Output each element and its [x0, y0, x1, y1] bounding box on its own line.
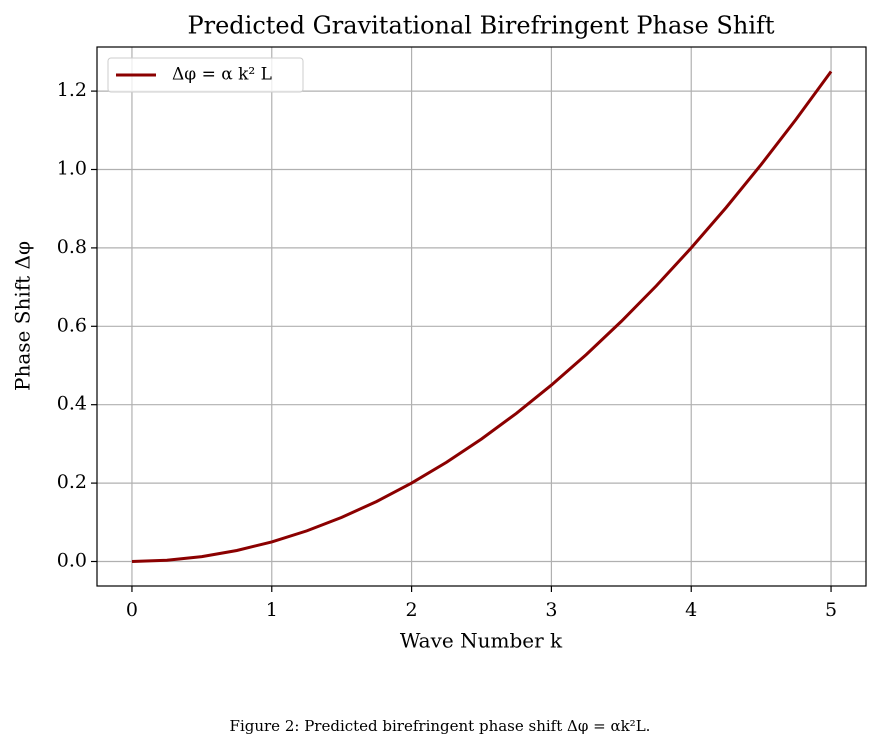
x-tick-label: 0: [126, 599, 138, 621]
y-axis-label: Phase Shift Δφ: [11, 241, 35, 391]
y-tick-label: 0.0: [57, 550, 87, 572]
chart-title: Predicted Gravitational Birefringent Pha…: [187, 12, 774, 40]
x-tick-label: 2: [406, 599, 418, 621]
legend-label: Δφ = α k² L: [172, 65, 272, 85]
legend-box: [107, 57, 304, 93]
plot-frame: [96, 46, 867, 587]
y-tick-label: 0.4: [57, 393, 87, 415]
y-tick-label: 1.0: [57, 158, 87, 180]
y-tick-label: 0.8: [57, 236, 87, 258]
x-tick-label: 4: [685, 599, 697, 621]
x-tick-label: 5: [825, 599, 837, 621]
x-tick-label: 1: [266, 599, 278, 621]
y-tick-label: 0.2: [57, 471, 87, 493]
y-tick-label: 0.6: [57, 314, 87, 336]
data-line: [131, 70, 833, 563]
x-axis-label: Wave Number k: [400, 629, 563, 653]
figure-caption: Figure 2: Predicted birefringent phase s…: [230, 717, 651, 735]
y-tick-label: 1.2: [57, 79, 87, 101]
x-tick-label: 3: [545, 599, 557, 621]
